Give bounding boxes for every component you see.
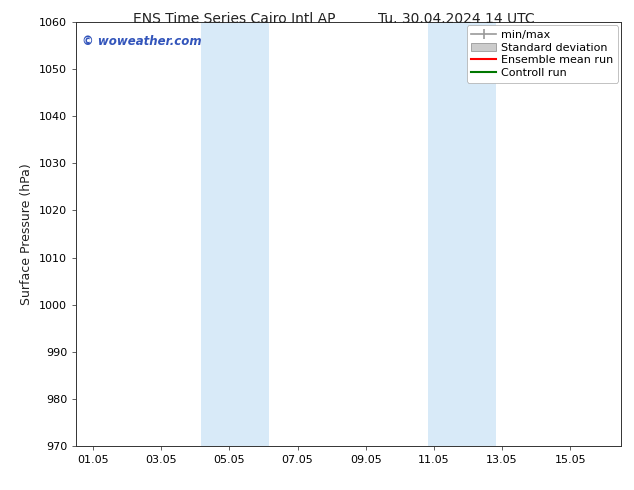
Text: © woweather.com: © woweather.com [82, 35, 201, 48]
Bar [201, 22, 269, 446]
Text: ENS Time Series Cairo Intl AP: ENS Time Series Cairo Intl AP [133, 12, 336, 26]
Legend: min/max, Standard deviation, Ensemble mean run, Controll run: min/max, Standard deviation, Ensemble me… [467, 25, 618, 83]
Text: Tu. 30.04.2024 14 UTC: Tu. 30.04.2024 14 UTC [378, 12, 535, 26]
Bar [428, 22, 496, 446]
Y-axis label: Surface Pressure (hPa): Surface Pressure (hPa) [20, 163, 34, 305]
